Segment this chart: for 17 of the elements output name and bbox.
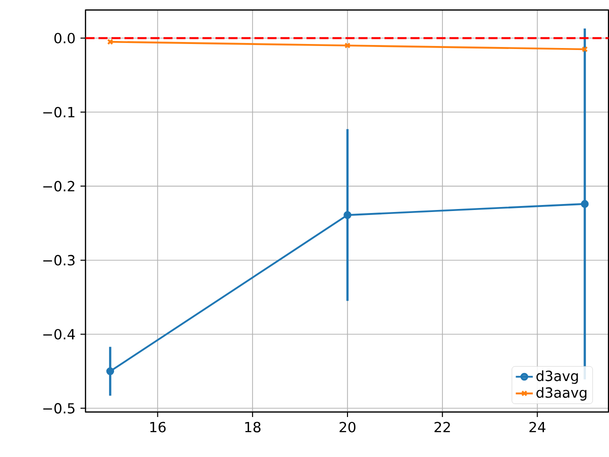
x-tick-label: 18 — [245, 422, 260, 432]
y-tick-label: −0.4 — [43, 328, 75, 340]
y-tick-label: −0.3 — [43, 254, 75, 266]
x-tick-label: 20 — [340, 422, 356, 432]
x-tick-label: 16 — [150, 422, 166, 432]
legend-label: d3avg — [536, 370, 578, 384]
point — [580, 200, 589, 208]
x-tick-label: 22 — [434, 422, 450, 432]
y-tick-label: −0.2 — [43, 180, 74, 192]
point — [106, 367, 114, 376]
y-tick-label: −0.5 — [43, 403, 74, 414]
x-tick-label: 24 — [529, 422, 546, 432]
y-tick-label: 0.0 — [54, 32, 75, 44]
point — [344, 211, 352, 219]
y-tick-label: −0.1 — [43, 106, 74, 118]
point — [344, 42, 350, 49]
legend-label: d3aavg — [536, 387, 586, 401]
